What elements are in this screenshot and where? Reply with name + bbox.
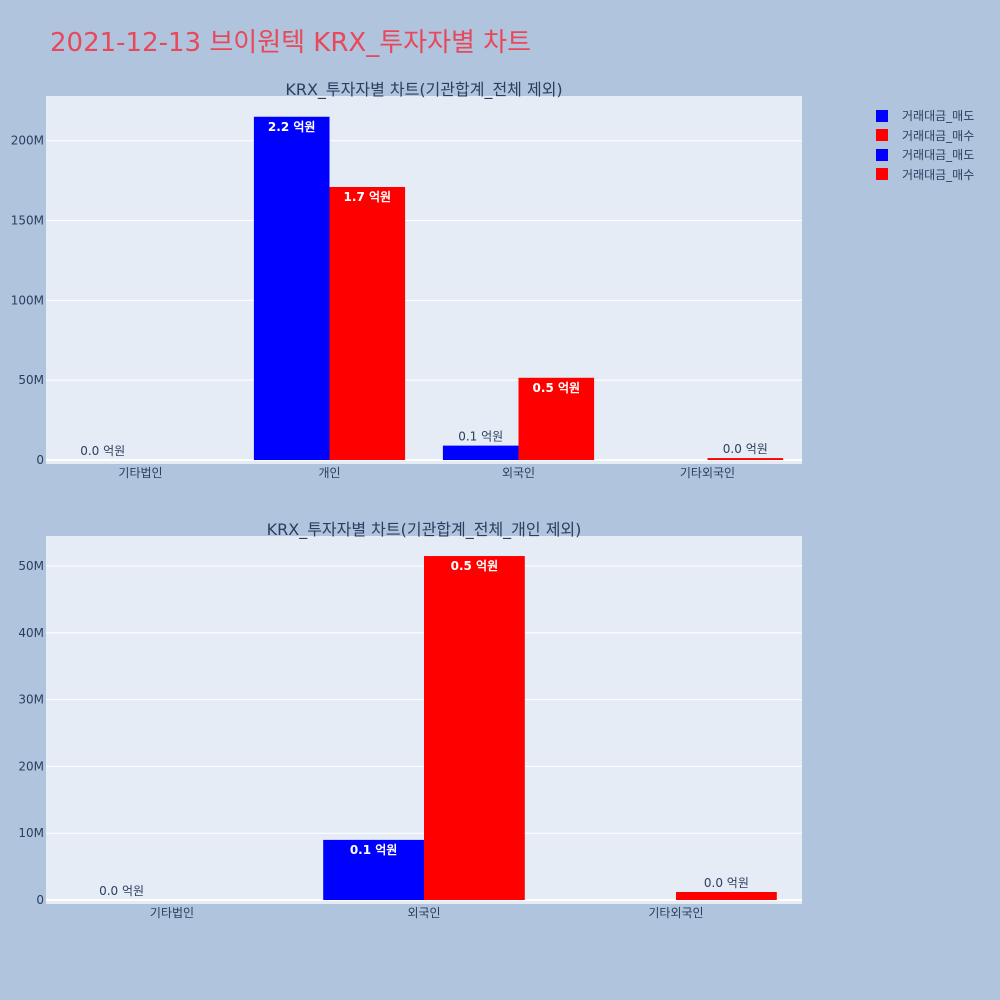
legend-item[interactable]: 거래대금_매도 bbox=[870, 145, 974, 165]
data-label: 0.0 억원 bbox=[99, 884, 144, 898]
x-tick-label: 외국인 bbox=[502, 466, 535, 480]
legend: 거래대금_매도 거래대금_매수 거래대금_매도 거래대금_매수 bbox=[870, 106, 974, 184]
bar bbox=[424, 556, 525, 900]
y-tick-label: 20M bbox=[18, 759, 44, 773]
data-label: 0.5 억원 bbox=[533, 381, 581, 395]
legend-label: 거래대금_매수 bbox=[902, 128, 975, 143]
x-tick-label: 기타외국인 bbox=[680, 466, 735, 480]
y-tick-label: 200M bbox=[11, 134, 44, 148]
y-tick-label: 150M bbox=[11, 214, 44, 228]
x-tick-label: 기타외국인 bbox=[648, 906, 703, 920]
plot-area bbox=[46, 96, 802, 464]
bar bbox=[442, 445, 519, 460]
x-tick-label: 기타법인 bbox=[118, 466, 162, 480]
data-label: 0.1 억원 bbox=[350, 843, 398, 857]
y-tick-label: 0 bbox=[36, 893, 44, 907]
data-label: 0.5 억원 bbox=[451, 559, 499, 573]
legend-label: 거래대금_매도 bbox=[902, 109, 975, 124]
data-label: 0.0 억원 bbox=[723, 442, 768, 456]
data-label: 0.1 억원 bbox=[458, 430, 503, 444]
bar bbox=[676, 891, 777, 900]
legend-label: 거래대금_매수 bbox=[902, 167, 975, 182]
x-tick-label: 개인 bbox=[318, 466, 340, 480]
y-tick-label: 50M bbox=[18, 559, 44, 573]
legend-swatch bbox=[876, 168, 888, 181]
bar bbox=[518, 377, 595, 460]
x-tick-label: 기타법인 bbox=[150, 906, 194, 920]
legend-swatch bbox=[876, 148, 888, 161]
chart-title: KRX_투자자별 차트(기관합계_전체 제외) bbox=[285, 80, 562, 100]
bar bbox=[329, 187, 406, 460]
y-tick-label: 30M bbox=[18, 693, 44, 707]
page-title: 2021-12-13 브이원텍 KRX_투자자별 차트 bbox=[50, 28, 532, 58]
legend-swatch bbox=[876, 129, 888, 142]
y-tick-label: 50M bbox=[18, 373, 44, 387]
bar bbox=[323, 839, 424, 900]
legend-label: 거래대금_매도 bbox=[902, 148, 975, 163]
data-label: 0.0 억원 bbox=[80, 444, 125, 458]
data-label: 0.0 억원 bbox=[704, 876, 749, 890]
legend-item[interactable]: 거래대금_매수 bbox=[870, 165, 974, 185]
chart-title: KRX_투자자별 차트(기관합계_전체_개인 제외) bbox=[267, 520, 582, 540]
legend-swatch bbox=[876, 109, 888, 122]
data-label: 2.2 억원 bbox=[268, 120, 316, 134]
bar bbox=[707, 458, 784, 460]
data-label: 1.7 억원 bbox=[344, 190, 392, 204]
legend-item[interactable]: 거래대금_매도 bbox=[870, 106, 974, 126]
y-tick-label: 100M bbox=[11, 293, 44, 307]
y-tick-label: 40M bbox=[18, 626, 44, 640]
y-tick-label: 0 bbox=[36, 453, 44, 467]
bar bbox=[253, 116, 330, 460]
x-tick-label: 외국인 bbox=[407, 906, 440, 920]
legend-item[interactable]: 거래대금_매수 bbox=[870, 126, 974, 146]
y-tick-label: 10M bbox=[18, 826, 44, 840]
